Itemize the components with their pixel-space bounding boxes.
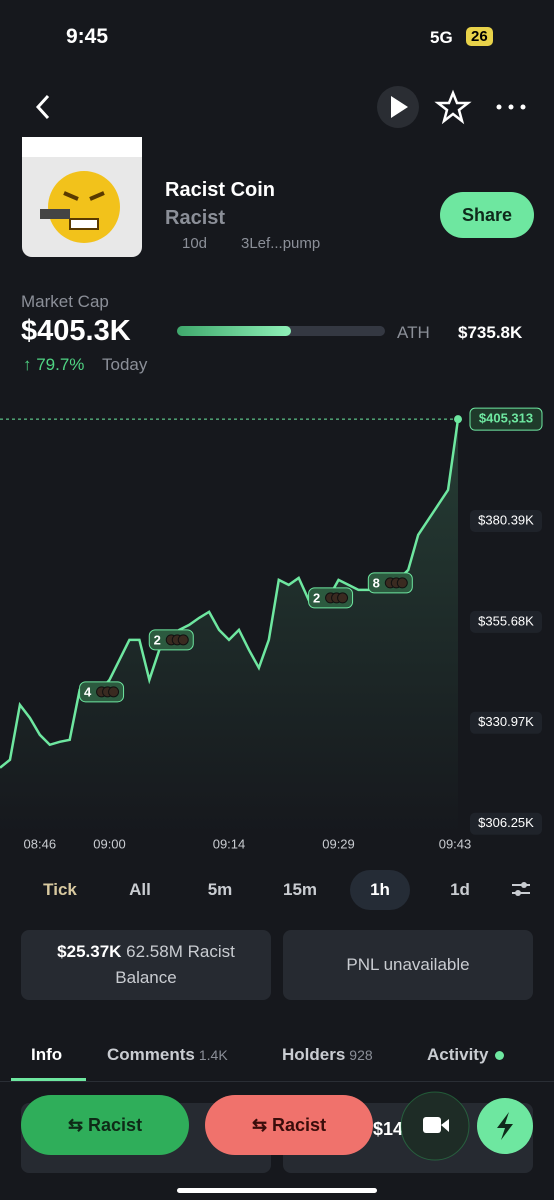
trade-count: 2 [154, 632, 161, 647]
timeframe[interactable]: 1h [350, 870, 410, 910]
x-tick-label: 09:43 [439, 836, 472, 851]
share-button[interactable]: Share [440, 192, 534, 238]
y-tick-label: $355.68K [478, 613, 534, 628]
x-tick-label: 09:00 [93, 836, 126, 851]
balance-value: $25.37K [57, 942, 122, 961]
tab-label: Activity [427, 1045, 489, 1064]
tab-label: Holders [282, 1045, 346, 1064]
favorite[interactable] [434, 89, 472, 125]
pnl-card: PNL unavailable [283, 930, 533, 1000]
ath-label: ATH [397, 323, 430, 342]
home-indicator [177, 1188, 377, 1193]
current-dot [454, 415, 462, 424]
trade-count: 8 [373, 575, 380, 590]
tab[interactable]: Holders 928 [282, 1045, 373, 1065]
tab-count: 1.4K [198, 1047, 228, 1063]
quick-buttons [400, 1091, 533, 1161]
timeframe[interactable]: 15m [282, 880, 318, 899]
tab[interactable]: Info [31, 1045, 62, 1065]
tab[interactable]: Activity [427, 1045, 505, 1065]
stat-value: $14 [373, 1119, 404, 1139]
back[interactable] [35, 94, 50, 120]
x-tick-label: 08:46 [24, 836, 57, 851]
token-image [22, 137, 142, 257]
ath-progress [177, 326, 292, 336]
token-address[interactable]: 3Lef...pump [241, 235, 321, 252]
buy-label: Racist [88, 1115, 143, 1135]
nav-icons [35, 86, 526, 128]
divider [0, 1081, 554, 1082]
y-tick-label: $380.39K [478, 512, 534, 527]
network: 5G [430, 28, 453, 47]
timeframe[interactable]: Tick [43, 880, 77, 899]
trade-count: 4 [84, 684, 92, 699]
balance-amount: 62.58M Racist [126, 942, 235, 961]
live-dot [495, 1051, 505, 1060]
period: Today [102, 355, 148, 374]
trader-avatar [177, 634, 189, 646]
x-tick-label: 09:29 [322, 836, 355, 851]
price-chart: $306.25K$330.97K$355.68K$380.39K$405.10K… [0, 407, 543, 851]
current-bg [469, 407, 543, 431]
buy-button[interactable]: ⇆ Racist [21, 1095, 189, 1155]
y-tick-bg [470, 812, 542, 835]
ath-track [177, 326, 385, 336]
y-tick-label: $306.25K [478, 815, 534, 830]
area [0, 419, 458, 835]
ath-value: $735.8K [458, 323, 523, 342]
tab-label: Info [31, 1045, 63, 1064]
token-symbol: Racist [165, 207, 226, 229]
current-label: $405,313 [479, 411, 533, 426]
balance-label: Balance [115, 968, 177, 987]
change: ↑ 79.7% [23, 355, 85, 374]
market-cap-label: Market Cap [21, 292, 109, 311]
market-cap-value: $405.3K [21, 315, 131, 347]
tab-indicator [11, 1078, 86, 1081]
tab-count: 928 [349, 1047, 373, 1063]
trader-avatar [108, 686, 120, 698]
x-tick-label: 09:14 [213, 836, 246, 851]
trader-avatar [396, 577, 408, 589]
timeframes: Tick All 5m 15m 1h 1d [30, 870, 490, 910]
settings[interactable] [510, 878, 532, 900]
balance-card: $25.37K 62.58M Racist Balance [21, 930, 271, 1000]
clock: 9:45 [66, 25, 109, 48]
y-tick-bg [470, 711, 542, 734]
timeframe[interactable]: 1d [450, 880, 470, 899]
y-tick-bg [470, 610, 542, 633]
pnl: PNL unavailable [346, 955, 470, 974]
y-tick-label: $330.97K [478, 714, 534, 729]
timeframe[interactable]: 5m [207, 880, 233, 899]
sell-button[interactable]: ⇆ Racist [205, 1095, 373, 1155]
tab-label: Comments [107, 1045, 195, 1064]
sell-label: Racist [272, 1115, 327, 1135]
y-tick-bg [470, 509, 542, 532]
token-name: Racist Coin [165, 179, 276, 201]
trade-count: 2 [313, 590, 320, 605]
token-age: 10d [182, 235, 208, 252]
battery: 26 [466, 27, 493, 46]
tab[interactable]: Comments 1.4K [107, 1045, 228, 1065]
more[interactable] [496, 104, 526, 110]
trader-avatar [337, 592, 349, 604]
timeframe[interactable]: All [129, 880, 151, 899]
